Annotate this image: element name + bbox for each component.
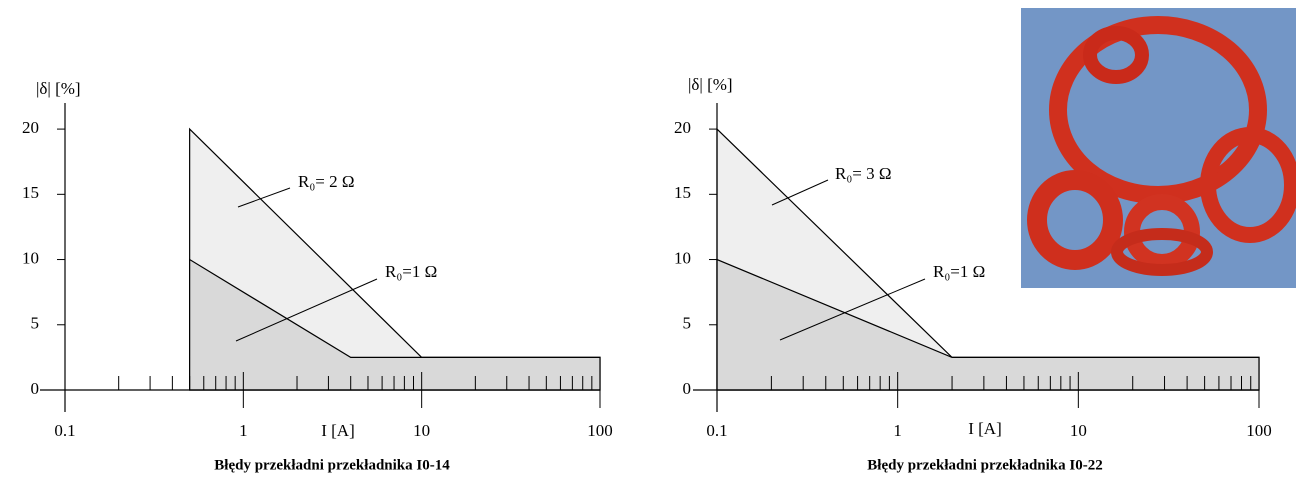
ring [1111,228,1213,276]
y-tick-label: 20 [22,118,39,137]
y-tick-label: 5 [683,314,692,333]
annotation-pointer [779,278,926,341]
y-tick-label: 15 [22,183,39,202]
annotation-pointer [771,179,829,206]
x-tick-label: 1 [239,421,248,440]
y-tick-label: 0 [683,379,692,398]
x-tick-label: 100 [1246,421,1272,440]
chart-title: Błędy przekładni przekładnika I0-14 [214,457,450,473]
annotation-pointer [237,187,291,208]
ring [1200,127,1296,243]
chart: R₀= 3 Ω R₀=1 Ω 0 5 10 15 20 0.1 1 10 100 |δ| [%] I [… [674,75,1272,474]
y-axis-label: |δ| [%] [688,75,733,94]
y-tick-label: 0 [31,379,40,398]
chart: R₀= 2 Ω R₀=1 Ω 0 5 10 15 20 0.1 1 10 100 |δ| [%] I [… [22,79,613,474]
y-tick-label: 10 [674,248,691,267]
y-tick-label: 20 [674,118,691,137]
y-tick-label: 10 [22,248,39,267]
series-label: R₀=1 Ω [933,262,985,281]
y-tick-label: 15 [674,183,691,202]
series-label: R₀= 3 Ω [835,164,892,183]
x-tick-label: 0.1 [706,421,727,440]
x-tick-label: 10 [1070,421,1087,440]
y-tick-label: 5 [31,314,40,333]
x-tick-label: 1 [893,421,902,440]
x-axis-label: I [A] [968,419,1002,438]
series-label: R₀=1 Ω [385,262,437,281]
photo [1021,8,1296,288]
x-tick-label: 100 [587,421,613,440]
annotation-pointer [235,278,378,342]
series-label: R₀= 2 Ω [298,172,355,191]
x-axis-label: I [A] [321,421,355,440]
ring [1083,26,1149,84]
x-tick-label: 10 [413,421,430,440]
ring [1124,194,1200,270]
x-tick-label: 0.1 [54,421,75,440]
ring [1027,170,1123,270]
y-axis-label: |δ| [%] [36,79,81,98]
chart-title: Błędy przekładni przekładnika I0-22 [867,457,1102,473]
